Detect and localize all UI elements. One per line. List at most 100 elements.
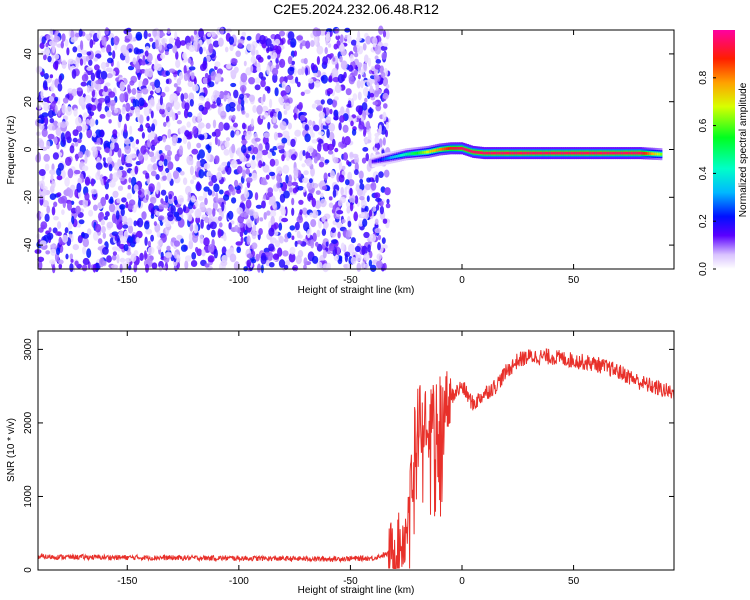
heatmap-ridge-cell [606,151,609,155]
heatmap-ridge-cell [395,154,399,158]
heatmap-ridge-cell [436,148,440,152]
heatmap-noise-blob [314,36,318,46]
heatmap-noise-blob [340,60,348,70]
heatmap-noise-blob [230,69,237,76]
heatmap-noise-blob [326,88,333,95]
heatmap-ridge-cell [461,146,464,150]
heatmap-noise-blob [75,205,81,215]
heatmap-noise-blob [334,84,342,93]
heatmap-noise-blob [120,207,125,217]
heatmap-noise-blob [201,249,206,257]
heatmap-noise-blob [333,109,339,117]
heatmap-noise-blob [71,215,75,225]
heatmap-noise-blob [385,30,390,40]
heatmap-noise-blob [76,87,83,92]
heatmap-noise-blob [106,221,114,229]
heatmap-noise-blob [187,213,193,222]
heatmap-noise-blob [190,260,198,267]
heatmap-noise-blob [322,124,329,130]
heatmap-noise-blob [326,98,333,105]
heatmap-noise-blob [141,211,147,220]
heatmap-noise-blob [307,78,314,84]
heatmap-noise-blob [129,80,135,86]
heatmap-ridge-cell [567,151,570,155]
heatmap-noise-blob [233,89,239,99]
heatmap-noise-blob [103,85,108,93]
heatmap-noise-blob [317,138,324,144]
heatmap-noise-blob [208,43,214,54]
heatmap-noise-blob [262,93,266,103]
heatmap-noise-blob [375,174,379,184]
heatmap-noise-blob [154,79,161,88]
heatmap-ridge-cell [496,151,499,155]
heatmap-noise-blob [349,202,354,212]
heatmap-noise-blob [331,227,336,234]
heatmap-ridge-cell [615,151,618,155]
heatmap-noise-blob [159,95,163,106]
heatmap-ridge-cell [626,151,629,155]
figure-title: C2E5.2024.232.06.48.R12 [273,1,439,17]
heatmap-noise-blob [179,170,185,176]
heatmap-noise-blob [245,177,253,184]
heatmap-noise-blob [49,74,54,79]
heatmap-noise-blob [325,241,329,247]
heatmap-noise-blob [250,55,256,64]
heatmap-ridge-cell [658,152,661,156]
y-tick-label: 0 [23,146,34,152]
heatmap-noise-blob [128,48,132,53]
x-tick-label: -100 [229,576,249,587]
heatmap-noise-blob [172,170,179,180]
heatmap-noise-blob [219,222,223,228]
heatmap-noise-blob [72,137,78,143]
heatmap-noise-blob [187,57,192,64]
heatmap-noise-blob [78,28,83,37]
heatmap-noise-blob [158,160,164,167]
heatmap-noise-blob [203,189,208,200]
heatmap-ridge-cell [408,152,412,156]
heatmap-noise-blob [164,252,172,258]
snr-x-axis-label: Height of straight line (km) [298,585,415,596]
heatmap-noise-blob [354,195,359,205]
heatmap-noise-blob [96,30,101,39]
heatmap-noise-blob [125,113,130,122]
heatmap-ridge-cell [401,153,404,157]
heatmap-noise-blob [119,243,125,250]
heatmap-noise-blob [245,168,251,175]
y-tick-label: -20 [23,190,34,205]
heatmap-noise-blob [251,154,256,161]
heatmap-ridge-cell [457,146,460,150]
heatmap-noise-blob [362,147,369,152]
heatmap-noise-blob [255,253,260,262]
heatmap-ridge-cell [449,146,453,150]
heatmap-noise-blob [41,112,49,118]
heatmap-noise-blob [65,106,73,116]
heatmap-noise-blob [279,58,286,68]
heatmap-noise-blob [337,199,343,207]
heatmap-noise-blob [210,229,216,238]
heatmap-ridge-cell [466,148,469,152]
heatmap-noise-blob [365,88,368,97]
heatmap-noise-blob [337,73,345,84]
heatmap-noise-blob [171,134,178,144]
heatmap-noise-blob [221,246,227,256]
heatmap-noise-blob [160,170,167,176]
heatmap-noise-blob [303,264,307,270]
heatmap-noise-blob [122,224,129,229]
heatmap-noise-blob [164,144,171,152]
heatmap-ridge-cell [487,151,490,155]
heatmap-noise-blob [265,38,272,47]
heatmap-noise-blob [304,124,309,131]
heatmap-noise-blob [145,46,150,51]
heatmap-noise-blob [150,196,157,204]
heatmap-noise-blob [283,237,289,243]
heatmap-noise-blob [333,43,338,50]
heatmap-ridge-cell [483,151,486,155]
heatmap-noise-blob [45,49,51,55]
heatmap-noise-blob [197,153,201,161]
heatmap-ridge-cell [630,151,633,155]
heatmap-noise-blob [346,159,350,166]
heatmap-noise-blob [287,122,292,130]
heatmap-ridge-cell [572,151,575,155]
